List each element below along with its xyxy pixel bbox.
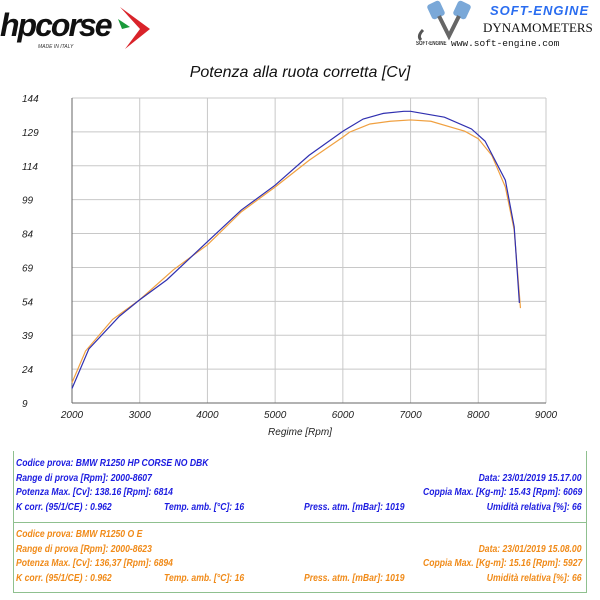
y-tick-label: 24 [21, 365, 34, 376]
x-tick-label: 6000 [332, 410, 355, 421]
y-tick-label: 84 [22, 230, 34, 241]
atm-pressure: Press. atm. [mBar]: 1019 [304, 572, 405, 584]
x-tick-label: 9000 [535, 410, 558, 421]
x-tick-label: 7000 [399, 410, 422, 421]
pistons-icon [417, 0, 471, 42]
y-tick-label: 144 [22, 94, 39, 105]
power-curve-1 [71, 119, 522, 383]
x-tick-label: 4000 [196, 410, 219, 421]
relative-humidity: Umidità relativa [%]: 66 [487, 572, 582, 584]
x-axis-label: Regime [Rpm] [268, 427, 332, 438]
website-text: www.soft-engine.com [451, 38, 560, 49]
k-correction: K corr. (95/1/CE) : 0.962 [16, 501, 112, 513]
x-tick-label: 8000 [467, 410, 490, 421]
hpcorse-logo: hpcorse MADE IN ITALY [0, 5, 160, 50]
test-date: Data: 23/01/2019 15.08.00 [479, 543, 582, 555]
soft-engine-logo: SOFT-ENGINE DYNAMOMETERS www.soft-engine… [415, 0, 600, 52]
hpcorse-swoosh-icon [118, 7, 150, 49]
x-tick-label: 2000 [60, 410, 84, 421]
y-tick-label: 129 [22, 128, 39, 139]
y-tick-label: 69 [22, 263, 34, 274]
power-chart: 2000 3000 4000 5000 6000 7000 8000 9000 9 24 39 54 6… [21, 94, 558, 421]
ambient-temp: Temp. amb. [°C]: 16 [164, 572, 245, 584]
power-curve-0 [71, 110, 520, 389]
test-range: Range di prova [Rpm]: 2000-8607 [16, 472, 152, 484]
k-correction: K corr. (95/1/CE) : 0.962 [16, 572, 112, 584]
y-tick-label: 54 [22, 297, 34, 308]
test-date: Data: 23/01/2019 15.17.00 [479, 472, 582, 484]
dynamometers-text: DYNAMOMETERS [483, 20, 593, 35]
y-tick-label: 9 [22, 399, 28, 410]
max-torque: Coppia Max. [Kg-m]: 15.16 [Rpm]: 5927 [422, 557, 582, 569]
ambient-temp: Temp. amb. [°C]: 16 [164, 501, 245, 513]
test-code: Codice prova: BMW R1250 O E [16, 528, 143, 540]
chart-title: Potenza alla ruota corretta [Cv] [189, 64, 411, 81]
y-tick-label: 114 [22, 162, 38, 173]
y-tick-label: 99 [22, 196, 34, 207]
test-code: Codice prova: BMW R1250 HP CORSE NO DBK [16, 457, 209, 469]
test-info-box: Codice prova: BMW R1250 HP CORSE NO DBK R… [13, 451, 587, 593]
max-power: Potenza Max. [Cv]: 138.16 [Rpm]: 6814 [16, 486, 173, 498]
x-tick-label: 3000 [129, 410, 152, 421]
test-range: Range di prova [Rpm]: 2000-8623 [16, 543, 152, 555]
y-tick-label: 39 [22, 331, 34, 342]
info-divider [14, 522, 586, 523]
soft-engine-title: SOFT-ENGINE [490, 3, 590, 18]
hpcorse-logo-subtext: MADE IN ITALY [38, 44, 74, 50]
max-torque: Coppia Max. [Kg-m]: 15.43 [Rpm]: 6069 [422, 486, 582, 498]
atm-pressure: Press. atm. [mBar]: 1019 [304, 501, 405, 513]
soft-engine-small-text: SOFT-ENGINE [416, 41, 447, 47]
max-power: Potenza Max. [Cv]: 136,37 [Rpm]: 6894 [16, 557, 173, 569]
x-tick-label: 5000 [264, 410, 287, 421]
relative-humidity: Umidità relativa [%]: 66 [487, 501, 582, 513]
hpcorse-logo-text: hpcorse [0, 7, 112, 43]
